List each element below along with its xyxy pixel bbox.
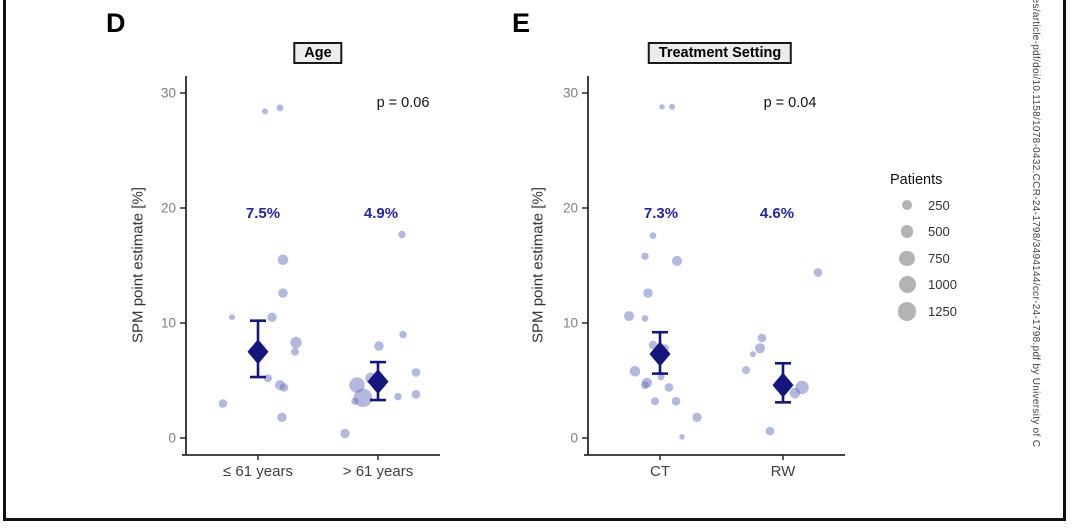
patient-bubble [789, 387, 801, 399]
legend-size-label: 250 [928, 197, 950, 213]
legend-item: 500 [888, 219, 957, 246]
patient-bubble [754, 343, 766, 354]
patient-bubble [641, 252, 649, 260]
patient-bubble [228, 314, 236, 321]
patient-bubble [648, 340, 658, 350]
patient-bubble [218, 399, 228, 408]
legend-size-circle [898, 276, 916, 294]
patient-bubble [641, 381, 649, 390]
panel-e-estimate-right: 4.6% [759, 205, 795, 222]
legend-size-circle [902, 200, 912, 211]
patient-bubble [398, 230, 406, 239]
patient-bubble [664, 383, 674, 392]
patient-bubble [671, 255, 683, 266]
legend-item: 1000 [888, 272, 957, 299]
patient-bubble [277, 412, 287, 422]
y-tick-label: 0 [570, 431, 578, 446]
patient-bubble [411, 368, 421, 377]
patient-bubble [267, 312, 277, 322]
patient-bubble [641, 315, 649, 322]
panel-d-estimate-right: 4.9% [363, 205, 399, 222]
patient-bubble [290, 336, 302, 349]
panel-d-title: Age [293, 42, 343, 64]
pdf-url-watermark: res/article-pdf/doi/10.1158/1078-0432.CC… [1030, 0, 1041, 448]
y-tick-label: 10 [563, 316, 578, 331]
legend-size-circle [899, 250, 915, 266]
legend-circle-cell [888, 301, 926, 321]
patient-bubble [749, 351, 757, 358]
patient-bubble [394, 392, 402, 401]
panel-e-p-value: p = 0.04 [763, 95, 817, 111]
patient-bubble [651, 397, 659, 406]
patient-bubble [671, 396, 681, 406]
patient-bubble [649, 232, 657, 239]
patient-bubble [276, 104, 284, 112]
patient-bubble [261, 108, 269, 115]
patient-bubble [679, 434, 685, 440]
patient-bubble [659, 104, 665, 110]
panel-e-letter: E [512, 8, 531, 38]
patient-bubble [279, 383, 289, 392]
y-tick-label: 30 [161, 86, 176, 101]
patient-bubble [291, 347, 299, 356]
y-tick-label: 10 [161, 316, 176, 331]
patient-bubble [657, 373, 665, 381]
panel-e-y-axis-title: SPM point estimate [%] [529, 187, 547, 343]
legend-size-circle [900, 225, 914, 239]
legend-title: Patients [890, 172, 943, 188]
legend-item: 1250 [888, 298, 957, 325]
legend-size-label: 1250 [928, 303, 957, 319]
legend-circle-cell [888, 200, 926, 211]
x-category-label: CT [650, 463, 670, 480]
patient-bubble [757, 333, 767, 343]
y-tick-label: 0 [168, 431, 176, 446]
patient-bubble [742, 366, 750, 375]
panel-e-estimate-left: 7.3% [643, 205, 679, 222]
x-category-label: > 61 years [343, 463, 413, 480]
patient-bubble [692, 412, 702, 422]
patient-bubble [411, 390, 421, 399]
summary-diamond [649, 341, 671, 367]
legend-size-circle [897, 301, 917, 321]
panel-d-y-axis-title: SPM point estimate [%] [129, 187, 147, 343]
y-tick-label: 20 [161, 201, 176, 216]
patient-bubble [277, 254, 289, 266]
patient-bubble [351, 397, 359, 405]
panel-d-letter: D [106, 8, 126, 38]
legend-size-label: 750 [928, 250, 950, 266]
patient-bubble [629, 366, 641, 377]
legend-circle-cell [888, 250, 926, 266]
panel-d-estimate-left: 7.5% [245, 205, 281, 222]
x-category-label: ≤ 61 years [223, 463, 293, 480]
patient-bubble [340, 428, 350, 439]
summary-diamond [247, 339, 269, 365]
figure-border [3, 0, 1066, 521]
patient-bubble [374, 341, 384, 351]
legend-circle-cell [888, 276, 926, 294]
patient-bubble [643, 288, 653, 298]
legend-size-label: 1000 [928, 277, 957, 293]
y-tick-label: 20 [563, 201, 578, 216]
legend-items: 250 500 750 1000 1250 [888, 192, 957, 325]
bubble-size-legend: Patients 250 500 750 1000 1250 [888, 172, 957, 325]
legend-item: 250 [888, 192, 957, 219]
patient-bubble [623, 311, 635, 322]
patient-bubble [813, 268, 823, 277]
patient-bubble [399, 330, 407, 339]
patient-bubble [278, 288, 288, 298]
panel-e-title: Treatment Setting [647, 42, 793, 64]
legend-size-label: 500 [928, 224, 950, 240]
panel-d-p-value: p = 0.06 [376, 95, 430, 111]
summary-diamond [772, 372, 794, 398]
summary-diamond [367, 369, 389, 395]
x-category-label: RW [771, 463, 797, 480]
legend-item: 750 [888, 245, 957, 272]
y-tick-label: 30 [563, 86, 578, 101]
patient-bubble [765, 426, 775, 436]
legend-circle-cell [888, 225, 926, 239]
patient-bubble [668, 103, 676, 110]
